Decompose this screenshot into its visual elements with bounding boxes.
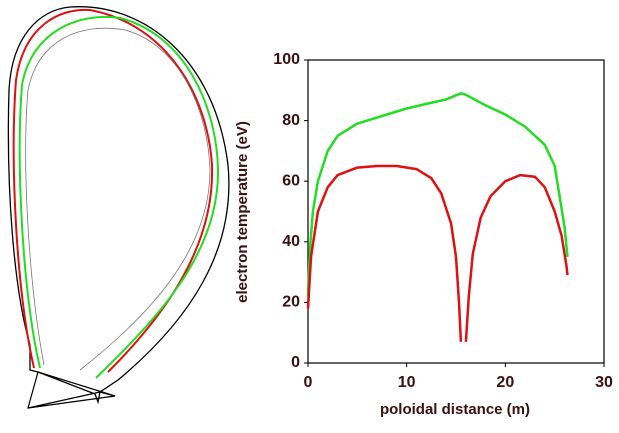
y-tick-label: 80 [282,112,300,129]
inner-contour [25,27,211,371]
tokamak-diagram [7,6,230,409]
y-tick-label: 20 [282,294,300,311]
y-tick-label: 40 [282,233,300,250]
x-axis-title: poloidal distance (m) [380,401,530,418]
green-contour [18,15,220,379]
x-tick-label: 0 [304,374,313,391]
y-tick-label: 100 [273,51,300,68]
y-tick-label: 0 [291,354,300,371]
x-tick-label: 30 [595,374,613,391]
vessel-wall [7,6,230,405]
y-axis-title: electron temperature (eV) [234,121,251,303]
red-contour [12,8,214,373]
series-line [306,164,569,342]
series-line [306,92,569,297]
x-tick-label: 10 [398,374,416,391]
plot-frame [307,59,605,364]
x-tick-label: 20 [496,374,514,391]
divertor [27,371,116,409]
y-tick-label: 60 [282,172,300,189]
